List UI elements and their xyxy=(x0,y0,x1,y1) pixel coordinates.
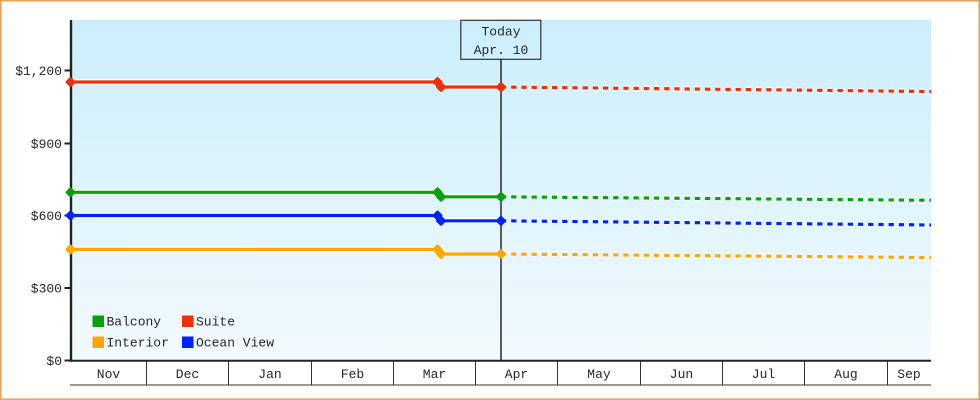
svg-text:Nov: Nov xyxy=(97,367,121,382)
svg-text:Balcony: Balcony xyxy=(107,315,162,330)
svg-text:Apr. 10: Apr. 10 xyxy=(474,43,529,58)
svg-text:Sep: Sep xyxy=(897,367,920,382)
svg-text:Today: Today xyxy=(481,25,520,40)
svg-text:Ocean View: Ocean View xyxy=(196,336,274,351)
svg-text:May: May xyxy=(587,367,611,382)
svg-text:Dec: Dec xyxy=(176,367,199,382)
svg-text:Aug: Aug xyxy=(834,367,857,382)
svg-text:Feb: Feb xyxy=(341,367,364,382)
svg-text:Jan: Jan xyxy=(258,367,281,382)
svg-text:Jun: Jun xyxy=(670,367,693,382)
svg-text:$600: $600 xyxy=(31,209,62,224)
svg-text:Suite: Suite xyxy=(196,315,235,330)
svg-text:$1,200: $1,200 xyxy=(15,64,62,79)
svg-text:Interior: Interior xyxy=(107,336,169,351)
svg-text:$300: $300 xyxy=(31,282,62,297)
svg-text:$0: $0 xyxy=(46,354,62,369)
svg-text:Mar: Mar xyxy=(423,367,446,382)
svg-text:Apr: Apr xyxy=(505,367,528,382)
svg-text:Jul: Jul xyxy=(752,367,776,382)
svg-text:$900: $900 xyxy=(31,137,62,152)
